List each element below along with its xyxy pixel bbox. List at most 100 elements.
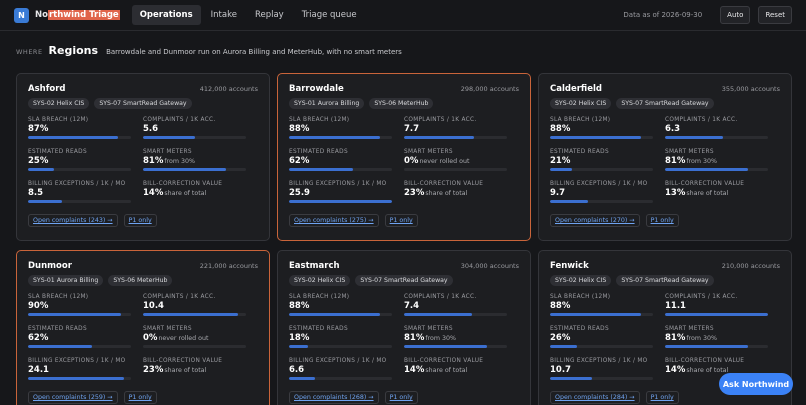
metric-complaints: COMPLAINTS / 1K ACC. 11.1 — [665, 289, 780, 321]
metric-bar-fill — [550, 313, 641, 316]
metric-label: BILLING EXCEPTIONS / 1K / MO — [28, 181, 126, 187]
metric-smart-meters: SMART METERS 0%never rolled out — [143, 321, 258, 353]
metric-bar-fill — [550, 377, 593, 380]
metric-smart-meters: SMART METERS 0%never rolled out — [404, 144, 519, 176]
metric-bar-fill — [404, 313, 472, 316]
metric-bar — [143, 168, 246, 171]
metric-label: BILL-CORRECTION VALUE — [143, 181, 223, 187]
metric-number: 88% — [289, 301, 310, 311]
metric-value: 7.7 — [404, 124, 507, 134]
tab-operations[interactable]: Operations — [131, 5, 201, 25]
metric-value: 88% — [289, 124, 392, 134]
metric-bar — [289, 377, 392, 380]
open-complaints-link[interactable]: Open complaints (275) → — [289, 214, 379, 227]
account-count: 298,000 accounts — [460, 85, 519, 93]
tab-triage-queue[interactable]: Triage queue — [301, 10, 357, 20]
metric-complaints: COMPLAINTS / 1K ACC. 7.4 — [404, 289, 519, 321]
metrics-grid: SLA BREACH (12M) 88% COMPLAINTS / 1K ACC… — [289, 112, 519, 208]
metric-bar-fill — [665, 345, 749, 348]
tab-replay[interactable]: Replay — [254, 10, 284, 20]
metric-bill-correction: BILL-CORRECTION VALUE 13%share of total — [665, 176, 780, 208]
region-card[interactable]: Ashford 412,000 accounts SYS-02 Helix CI… — [16, 73, 270, 241]
metric-label: SMART METERS — [143, 326, 192, 332]
metric-smart-meters: SMART METERS 81%from 30% — [665, 144, 780, 176]
p1-only-link[interactable]: P1 only — [645, 391, 679, 404]
p1-only-link[interactable]: P1 only — [123, 214, 157, 227]
metric-billing-exceptions: BILLING EXCEPTIONS / 1K / MO 9.7 — [550, 176, 665, 208]
account-count: 221,000 accounts — [199, 262, 258, 270]
metric-number: 90% — [28, 301, 49, 311]
metric-number: 10.7 — [550, 365, 571, 375]
p1-only-link[interactable]: P1 only — [645, 214, 679, 227]
metric-smart-meters: SMART METERS 81%from 30% — [143, 144, 258, 176]
region-card[interactable]: Fenwick 210,000 accounts SYS-02 Helix CI… — [538, 250, 792, 405]
region-name: Dunmoor — [28, 261, 72, 271]
region-card[interactable]: Eastmarch 304,000 accounts SYS-02 Helix … — [277, 250, 531, 405]
metric-bar — [28, 345, 131, 348]
metrics-grid: SLA BREACH (12M) 87% COMPLAINTS / 1K ACC… — [28, 112, 258, 208]
metric-value: 18% — [289, 333, 392, 343]
system-tag: SYS-06 MeterHub — [369, 98, 434, 109]
metric-smart-meters: SMART METERS 81%from 30% — [665, 321, 780, 353]
open-complaints-link[interactable]: Open complaints (268) → — [289, 391, 379, 404]
metric-value: 23%share of total — [404, 188, 507, 198]
metric-number: 81% — [665, 333, 686, 343]
metric-label: ESTIMATED READS — [28, 149, 87, 155]
auto-button[interactable]: Auto — [720, 6, 751, 24]
system-tag: SYS-02 Helix CIS — [550, 98, 612, 109]
app-logo: N — [14, 7, 29, 23]
metric-label: BILL-CORRECTION VALUE — [404, 358, 484, 364]
metric-bill-correction: BILL-CORRECTION VALUE 23%share of total — [404, 176, 519, 208]
metric-value: 88% — [550, 301, 653, 311]
system-tag: SYS-02 Helix CIS — [289, 275, 351, 286]
metric-label: ESTIMATED READS — [289, 326, 348, 332]
p1-only-link[interactable]: P1 only — [384, 214, 418, 227]
p1-only-link[interactable]: P1 only — [123, 391, 157, 404]
system-tags: SYS-02 Helix CIS SYS-07 SmartRead Gatewa… — [28, 98, 258, 109]
p1-only-link[interactable]: P1 only — [384, 391, 418, 404]
metric-complaints: COMPLAINTS / 1K ACC. 5.6 — [143, 112, 258, 144]
metric-billing-exceptions: BILLING EXCEPTIONS / 1K / MO 8.5 — [28, 176, 143, 208]
metric-number: 26% — [550, 333, 571, 343]
card-links: Open complaints (284) → P1 only — [550, 391, 780, 404]
metric-bar — [289, 313, 392, 316]
metric-value: 87% — [28, 124, 131, 134]
metric-billing-exceptions: BILLING EXCEPTIONS / 1K / MO 6.6 — [289, 353, 404, 385]
metric-bar-fill — [28, 168, 54, 171]
open-complaints-link[interactable]: Open complaints (243) → — [28, 214, 118, 227]
open-complaints-link[interactable]: Open complaints (284) → — [550, 391, 640, 404]
metric-label: BILLING EXCEPTIONS / 1K / MO — [28, 358, 126, 364]
region-card[interactable]: Barrowdale 298,000 accounts SYS-01 Auror… — [277, 73, 531, 241]
metric-number: 24.1 — [28, 365, 49, 375]
metric-label: COMPLAINTS / 1K ACC. — [404, 117, 477, 123]
tab-intake[interactable]: Intake — [210, 10, 237, 20]
metric-value: 81%from 30% — [404, 333, 507, 343]
region-card[interactable]: Calderfield 355,000 accounts SYS-02 Heli… — [538, 73, 792, 241]
metric-bar — [404, 345, 507, 348]
open-complaints-link[interactable]: Open complaints (270) → — [550, 214, 640, 227]
system-tags: SYS-01 Aurora Billing SYS-06 MeterHub — [28, 275, 258, 286]
open-complaints-link[interactable]: Open complaints (259) → — [28, 391, 118, 404]
metric-number: 62% — [289, 156, 310, 166]
metric-label: COMPLAINTS / 1K ACC. — [404, 294, 477, 300]
metric-number: 10.4 — [143, 301, 164, 311]
metric-bar-fill — [289, 136, 380, 139]
metric-value: 23%share of total — [143, 365, 246, 375]
reset-button[interactable]: Reset — [758, 6, 792, 24]
system-tag: SYS-07 SmartRead Gateway — [616, 98, 714, 109]
metric-value: 10.7 — [550, 365, 653, 375]
card-links: Open complaints (275) → P1 only — [289, 214, 519, 227]
system-tag: SYS-07 SmartRead Gateway — [94, 98, 192, 109]
metric-bar — [289, 200, 392, 203]
metric-value: 25% — [28, 156, 131, 166]
metric-label: COMPLAINTS / 1K ACC. — [143, 117, 216, 123]
section-header: WHERE Regions Barrowdale and Dunmoor run… — [16, 44, 402, 57]
metric-value: 9.7 — [550, 188, 653, 198]
metric-number: 14% — [404, 365, 425, 375]
metric-bar-fill — [665, 136, 723, 139]
region-card[interactable]: Dunmoor 221,000 accounts SYS-01 Aurora B… — [16, 250, 270, 405]
ask-northwind-button[interactable]: Ask Northwind — [719, 373, 793, 395]
metric-billing-exceptions: BILLING EXCEPTIONS / 1K / MO 25.9 — [289, 176, 404, 208]
card-header: Barrowdale 298,000 accounts — [289, 84, 519, 94]
metric-value: 10.4 — [143, 301, 246, 311]
